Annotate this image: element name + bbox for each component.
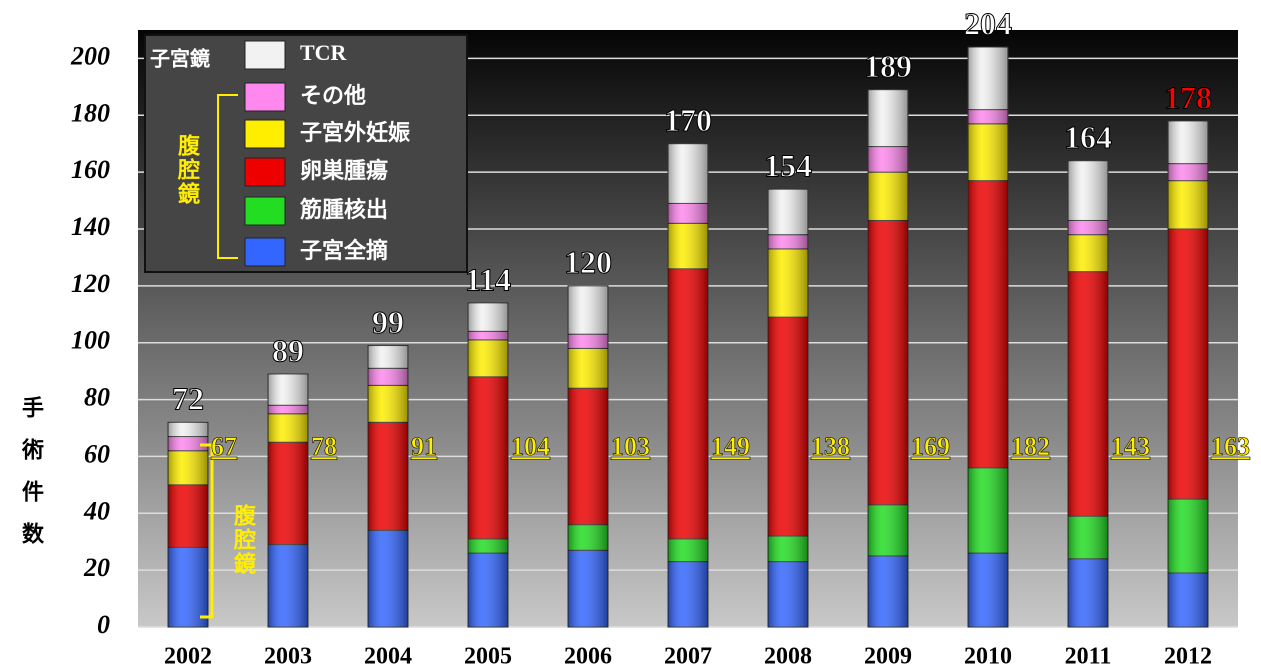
annotation-bracket (200, 443, 214, 619)
total-label: 72 (172, 381, 204, 417)
y-tick-label: 100 (71, 326, 110, 355)
y-tick-label: 60 (84, 439, 110, 468)
total-label: 204 (964, 5, 1012, 41)
legend-swatch (244, 119, 286, 149)
y-tick-label: 140 (71, 212, 110, 241)
x-tick-label: 2006 (564, 644, 612, 670)
bar-shade (568, 285, 608, 627)
legend-label: その他 (300, 84, 366, 109)
legend-box (144, 34, 468, 273)
x-tick-label: 2002 (164, 644, 212, 670)
legend-label: TCR (300, 40, 348, 65)
x-tick-label: 2003 (264, 644, 312, 670)
y-tick-label: 0 (97, 610, 110, 639)
x-tick-label: 2007 (664, 644, 712, 670)
legend-label: 卵巣腫瘍 (300, 158, 388, 184)
total-label: 99 (372, 304, 404, 340)
total-label: 114 (465, 261, 511, 297)
bar-shade (768, 189, 808, 627)
x-tick-label: 2011 (1065, 644, 1112, 670)
legend-swatch (244, 196, 286, 226)
legend-swatch (244, 157, 286, 187)
x-tick-label: 2004 (364, 644, 412, 670)
y-axis-label: 手術件数 (18, 396, 45, 564)
bar-shade (668, 143, 708, 627)
bar-shade (468, 302, 508, 627)
y-tick-label: 200 (70, 41, 110, 70)
laparoscopy-total-label: 169 (911, 432, 950, 461)
bar-shade (368, 345, 408, 627)
legend-swatch (244, 40, 286, 70)
x-tick-label: 2012 (1164, 644, 1212, 670)
laparoscopy-total-label: 149 (711, 432, 750, 461)
laparoscopy-total-label: 103 (611, 432, 650, 461)
legend-swatch (244, 82, 286, 112)
x-tick-label: 2009 (864, 644, 912, 670)
x-tick-label: 2005 (464, 644, 512, 670)
bar-shade (968, 47, 1008, 628)
bar-shade (868, 89, 908, 627)
laparoscopy-total-label: 91 (411, 432, 437, 461)
laparoscopy-total-label: 78 (311, 432, 337, 461)
legend-label: 子宮外妊娠 (300, 120, 410, 146)
legend-swatch (244, 237, 286, 267)
bar-shade (1068, 160, 1108, 627)
total-label: 178 (1164, 79, 1212, 115)
legend-bracket (217, 94, 238, 259)
y-tick-label: 80 (84, 383, 110, 412)
y-tick-label: 40 (83, 496, 110, 525)
total-label: 89 (272, 332, 304, 368)
total-label: 164 (1064, 119, 1112, 155)
y-tick-label: 180 (71, 98, 110, 127)
laparoscopy-total-label: 182 (1011, 432, 1050, 461)
y-tick-label: 20 (83, 553, 110, 582)
laparoscopy-total-label: 138 (811, 432, 850, 461)
bar-shade (168, 422, 208, 627)
bar-shade (1168, 120, 1208, 627)
x-tick-label: 2010 (964, 644, 1012, 670)
laparoscopy-total-label: 67 (211, 432, 237, 461)
annotation: 腹腔鏡 (230, 503, 257, 576)
bar-shade (268, 373, 308, 627)
y-tick-label: 120 (71, 269, 110, 298)
laparoscopy-total-label: 163 (1211, 432, 1250, 461)
laparoscopy-total-label: 104 (511, 432, 550, 461)
legend-group-label: 腹腔鏡 (174, 133, 201, 206)
y-tick-label: 160 (71, 155, 110, 184)
legend-label: 筋腫核出 (299, 197, 388, 223)
total-label: 154 (764, 148, 812, 184)
legend-label: 子宮全摘 (300, 238, 388, 264)
x-tick-label: 2008 (764, 644, 812, 670)
total-label: 120 (564, 244, 612, 280)
laparoscopy-total-label: 143 (1111, 432, 1150, 461)
total-label: 170 (664, 102, 712, 138)
legend-group-label: 子宮鏡 (150, 47, 210, 71)
total-label: 189 (864, 48, 912, 84)
